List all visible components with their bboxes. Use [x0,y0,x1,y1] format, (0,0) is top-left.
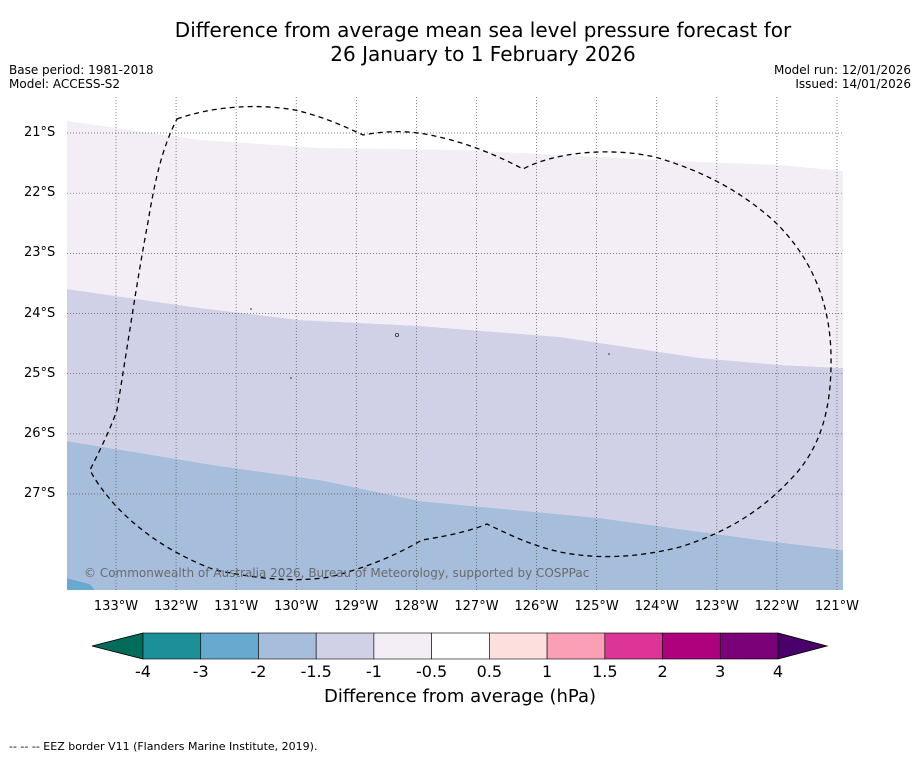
colorbar-segment [142,632,202,660]
longitude-label: 126°W [514,599,559,614]
longitude-label: 133°W [93,599,139,614]
colorbar-tick-label: 3 [715,662,726,681]
issued-date: Issued: 14/01/2026 [795,77,911,91]
latitude-label: 23°S [24,245,56,261]
copyright-text: © Commonwealth of Australia 2026, Bureau… [84,566,590,580]
latitude-label: 21°S [24,125,56,140]
colorbar-tick-label: 1 [541,662,553,681]
colorbar-segment [719,632,779,660]
colorbar-segment [431,632,490,660]
longitude-label: 122°W [754,599,799,614]
colorbar-tick-label: -0.5 [416,662,448,681]
longitude-label: 125°W [574,599,619,614]
colorbar-tick-label: -1 [365,662,382,681]
region-minus-1-to-minus-0-5 [67,121,843,368]
longitude-label: 130°W [274,599,319,614]
longitude-label: 132°W [153,599,199,614]
longitude-label: 121°W [814,599,860,614]
longitude-label: 131°W [214,599,259,614]
colorbar-tick-label: 1.5 [592,662,618,681]
colorbar-segment [373,632,432,660]
latitude-label: 27°S [24,486,56,502]
eez-footnote: -- -- -- EEZ border V11 (Flanders Marine… [9,740,318,753]
model-run: Model run: 12/01/2026 [773,63,911,77]
meta-left: Base period: 1981-2018 Model: ACCESS-S2 [9,63,154,91]
colorbar-segment [662,632,721,660]
colorbar-arrow-high [777,632,829,660]
colorbar-label: Difference from average (hPa) [323,686,597,707]
longitude-label: 124°W [634,599,679,614]
title-line-2: 26 January to 1 February 2026 [330,42,636,66]
graticule [67,97,843,590]
eez-border [89,105,832,581]
colorbar-tick-label: -3 [192,662,209,681]
colorbar-tick-label: -2 [250,662,267,681]
longitude-label: 128°W [394,599,439,614]
island-marker [394,332,399,337]
latitude-label: 25°S [24,365,56,381]
title-line-1: Difference from average mean sea level p… [174,18,792,42]
longitude-label: 129°W [334,599,379,614]
colorbar-tick-label: 0.5 [476,662,503,681]
colorbar-arrow-low [91,632,144,660]
colorbar-segment [489,632,548,660]
longitude-label: 127°W [454,599,499,614]
region-minus-3-to-minus-2 [67,578,95,590]
colorbar-segment [200,632,259,660]
colorbar-tick-label: 4 [772,662,784,681]
region-minus-1-5-to-minus-1 [67,289,843,550]
longitude-label: 123°W [694,599,739,614]
latitude-label: 26°S [24,425,56,441]
meta-right: Model run: 12/01/2026 Issued: 14/01/2026 [774,63,911,91]
base-period: Base period: 1981-2018 [9,63,154,77]
latitude-label: 22°S [24,185,56,201]
region-minus-2-to-minus-1-5 [67,441,843,590]
model-name: Model: ACCESS-S2 [9,77,121,91]
latitude-label: 24°S [24,305,56,321]
colorbar-tick-label: -1.5 [300,662,332,681]
colorbar-tick-label: -4 [135,662,151,681]
colorbar [91,632,829,660]
colorbar-segment [258,632,317,660]
colorbar-tick-label: 2 [657,662,668,681]
colorbar-segment [546,632,606,660]
colorbar-segment [315,632,375,660]
colorbar-segment [604,632,663,660]
chart-title: Difference from average mean sea level p… [60,18,906,66]
